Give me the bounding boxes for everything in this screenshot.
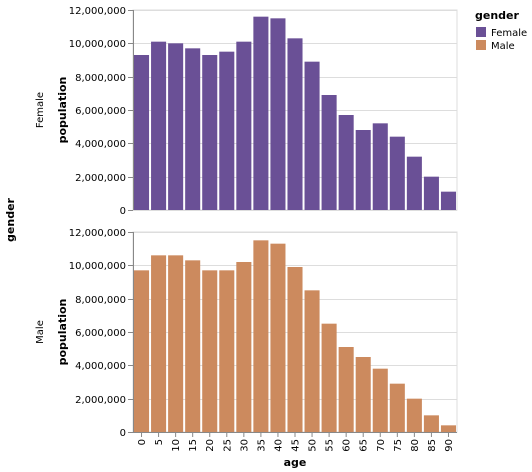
bar-male-45 <box>287 267 303 432</box>
bar-male-15 <box>185 260 201 432</box>
bar-male-70 <box>372 368 388 432</box>
bar-male-90 <box>440 425 456 432</box>
bar-female-55 <box>321 95 337 210</box>
y-tick-label-female: 12,000,000 <box>69 6 126 17</box>
bar-male-80 <box>406 398 422 432</box>
y-tick-label-female: 2,000,000 <box>75 173 126 184</box>
y-axis-title-female: population <box>56 77 69 144</box>
y-tick-label-female: 0 <box>120 206 126 217</box>
bar-female-0 <box>134 55 150 210</box>
x-tick-label-45: 45 <box>291 439 302 452</box>
bar-female-30 <box>236 41 252 210</box>
bar-female-65 <box>355 130 371 210</box>
bar-male-50 <box>304 290 320 432</box>
x-tick-label-10: 10 <box>171 439 182 452</box>
x-tick-label-35: 35 <box>256 439 267 452</box>
bar-female-20 <box>202 55 218 210</box>
x-tick-label-25: 25 <box>222 439 233 452</box>
y-tick-label-male: 4,000,000 <box>75 361 126 372</box>
bar-male-60 <box>338 347 354 432</box>
bar-female-85 <box>423 176 439 210</box>
legend: gender Female Male <box>475 9 527 52</box>
y-tick-label-male: 10,000,000 <box>69 261 126 272</box>
y-tick-label-male: 6,000,000 <box>75 328 126 339</box>
facet-label-female: Female <box>35 92 46 128</box>
bar-male-65 <box>355 357 371 432</box>
bar-female-80 <box>406 156 422 210</box>
x-tick-label-75: 75 <box>393 439 404 452</box>
y-tick-label-female: 10,000,000 <box>69 39 126 50</box>
x-tick-label-40: 40 <box>273 439 284 452</box>
legend-label-male: Male <box>491 41 515 52</box>
bar-female-5 <box>151 41 167 210</box>
bar-female-70 <box>372 123 388 210</box>
x-tick-label-70: 70 <box>376 439 387 452</box>
x-tick-label-90: 90 <box>444 439 455 452</box>
y-tick-label-male: 2,000,000 <box>75 395 126 406</box>
x-tick-label-5: 5 <box>154 439 165 445</box>
y-tick-label-male: 8,000,000 <box>75 295 126 306</box>
legend-swatch-female <box>476 27 486 37</box>
y-axis-title-male: population <box>56 299 69 366</box>
bar-female-50 <box>304 61 320 210</box>
x-tick-label-55: 55 <box>325 439 336 452</box>
y-tick-label-male: 12,000,000 <box>69 228 126 239</box>
bar-female-75 <box>389 136 405 210</box>
bars <box>134 16 456 432</box>
x-axis-title: age <box>284 456 307 469</box>
y-tick-label-female: 6,000,000 <box>75 106 126 117</box>
legend-swatch-male <box>476 40 486 50</box>
bar-male-75 <box>389 383 405 432</box>
axes: 0 2,000,000 4,000,000 6,000,000 8,000,000 10,… <box>69 6 457 452</box>
bar-female-90 <box>440 191 456 210</box>
y-tick-label-female: 4,000,000 <box>75 139 126 150</box>
x-tick-label-20: 20 <box>205 439 216 452</box>
x-tick-label-85: 85 <box>427 439 438 452</box>
x-tick-label-60: 60 <box>342 439 353 452</box>
bar-male-85 <box>423 415 439 432</box>
bar-male-10 <box>168 255 184 432</box>
bar-female-45 <box>287 38 303 211</box>
bar-male-55 <box>321 323 337 432</box>
bar-female-60 <box>338 115 354 210</box>
bar-male-0 <box>134 270 150 432</box>
bar-male-25 <box>219 270 235 432</box>
bar-male-35 <box>253 240 269 432</box>
y-tick-label-male: 0 <box>120 428 126 439</box>
x-tick-label-65: 65 <box>359 439 370 452</box>
x-tick-label-0: 0 <box>137 439 148 445</box>
bar-female-15 <box>185 48 201 211</box>
bar-male-40 <box>270 243 286 432</box>
bar-female-25 <box>219 51 235 210</box>
legend-title: gender <box>475 9 520 22</box>
y-tick-label-female: 8,000,000 <box>75 73 126 84</box>
x-tick-label-30: 30 <box>239 439 250 452</box>
bar-male-30 <box>236 262 252 432</box>
bar-female-35 <box>253 16 269 210</box>
legend-label-female: Female <box>491 28 527 39</box>
x-tick-label-80: 80 <box>410 439 421 452</box>
bar-male-5 <box>151 255 167 432</box>
row-title: gender <box>4 197 17 242</box>
bar-female-10 <box>168 43 184 211</box>
facet-label-male: Male <box>35 320 46 344</box>
bar-male-20 <box>202 270 218 432</box>
bar-female-40 <box>270 18 286 211</box>
x-tick-label-50: 50 <box>308 439 319 452</box>
x-tick-label-15: 15 <box>188 439 199 452</box>
